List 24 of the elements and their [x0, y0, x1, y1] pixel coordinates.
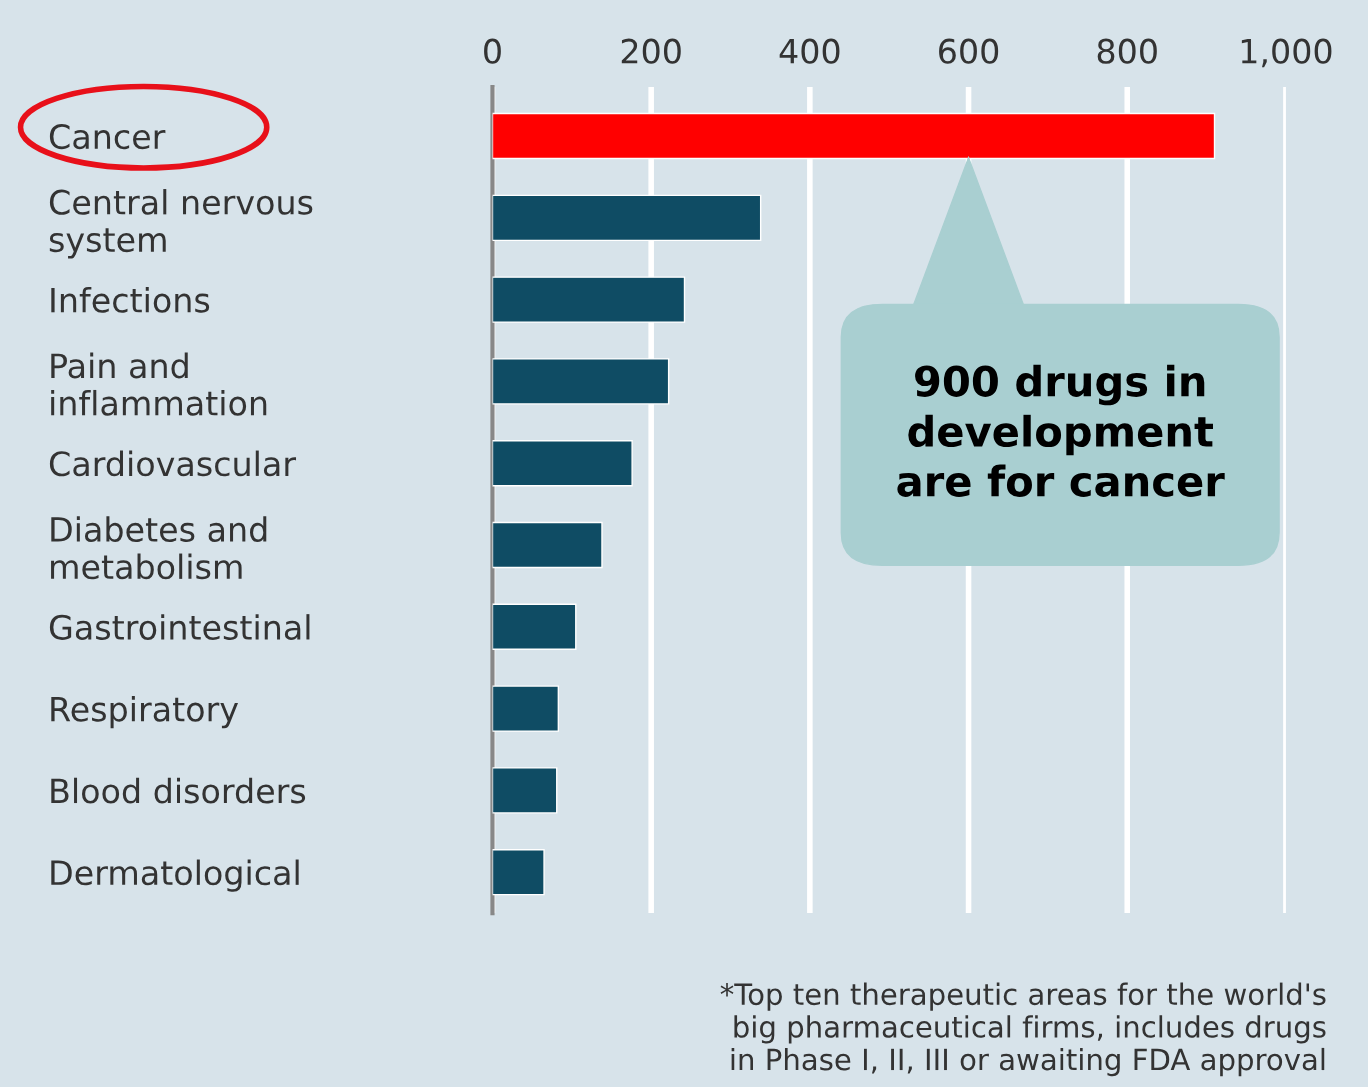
bar — [492, 767, 558, 814]
bar — [492, 603, 577, 650]
y-tick-label: Infections — [51, 286, 210, 313]
y-tick-label: Gastrointestinal — [49, 614, 310, 640]
y-tick-label: Cancer — [49, 123, 166, 150]
bar — [492, 848, 545, 896]
bar — [492, 440, 633, 487]
x-tick-label: 0 — [484, 38, 501, 64]
x-tick-label: 600 — [939, 38, 999, 64]
x-tick-label: 800 — [1097, 38, 1157, 64]
y-tick-label: Pain and inflammation — [51, 352, 267, 416]
x-tick-label: 1,000 — [1241, 38, 1332, 68]
y-tick-label: Dermatological — [51, 859, 299, 892]
x-tick-label: 200 — [621, 38, 681, 64]
x-tick-label: 400 — [779, 38, 840, 64]
y-tick-label: Blood disorders — [51, 777, 306, 804]
y-tick-label: Cardiovascular — [49, 450, 297, 477]
text: *Top ten therapeutic areas for the world's big pharmaceutical firms, includes drugs in Phase I, II, III or awaiting FDA approval — [720, 982, 1326, 1077]
y-tick-label: Respiratory — [51, 695, 239, 729]
bar — [492, 521, 603, 569]
y-tick-label: Central nervous system — [49, 189, 313, 259]
y-tick-label: Diabetes and metabolism — [51, 516, 267, 580]
bar — [492, 685, 560, 732]
annotation: 900 drugs in development are for cancer — [897, 364, 1225, 497]
